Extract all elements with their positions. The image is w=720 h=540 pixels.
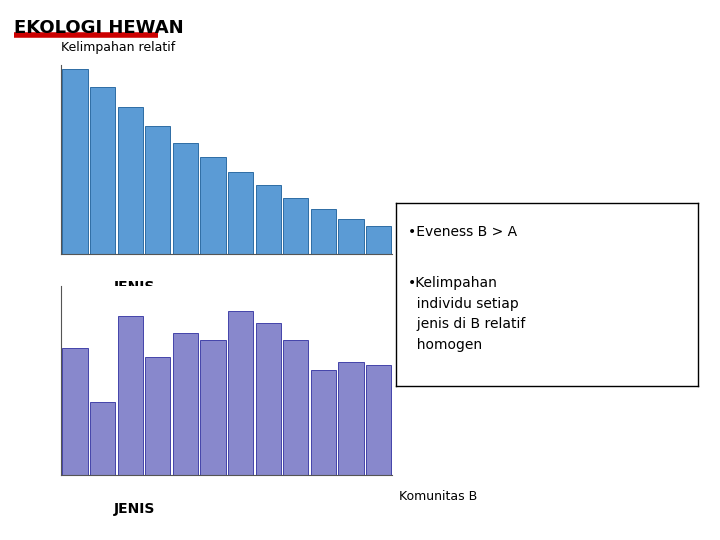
Bar	[311, 210, 336, 254]
Bar	[200, 340, 225, 475]
Text: •Kelimpahan
  individu setiap
  jenis di B relatif
  homogen: •Kelimpahan individu setiap jenis di B r…	[408, 276, 526, 352]
Bar	[63, 69, 88, 254]
Text: EKOLOGI HEWAN: EKOLOGI HEWAN	[14, 19, 184, 37]
Bar	[256, 323, 281, 475]
Bar	[283, 340, 308, 475]
Bar	[90, 402, 115, 475]
Text: •Eveness B > A: •Eveness B > A	[408, 225, 517, 239]
Bar	[366, 226, 391, 254]
Bar	[338, 219, 364, 254]
Text: JENIS: JENIS	[113, 280, 155, 294]
Text: Komunitas A: Komunitas A	[399, 269, 477, 282]
Text: Komunitas B: Komunitas B	[399, 490, 477, 503]
Bar	[228, 311, 253, 475]
Bar	[228, 172, 253, 254]
Bar	[173, 143, 198, 254]
Text: Anwari Adi Nugroho, S.Pd., M.Pd.: Anwari Adi Nugroho, S.Pd., M.Pd.	[408, 518, 643, 532]
Bar	[366, 365, 391, 475]
Text: Kelimpahan relatif: Kelimpahan relatif	[61, 40, 176, 53]
Bar	[90, 87, 115, 254]
Bar	[173, 333, 198, 475]
Bar	[117, 316, 143, 475]
Bar	[200, 158, 225, 254]
Bar	[256, 185, 281, 254]
Bar	[145, 126, 171, 254]
Bar	[338, 362, 364, 475]
Text: JENIS: JENIS	[113, 502, 155, 516]
Bar	[63, 348, 88, 475]
Bar	[283, 198, 308, 254]
Bar	[311, 370, 336, 475]
Bar	[145, 357, 171, 475]
Bar	[117, 107, 143, 254]
